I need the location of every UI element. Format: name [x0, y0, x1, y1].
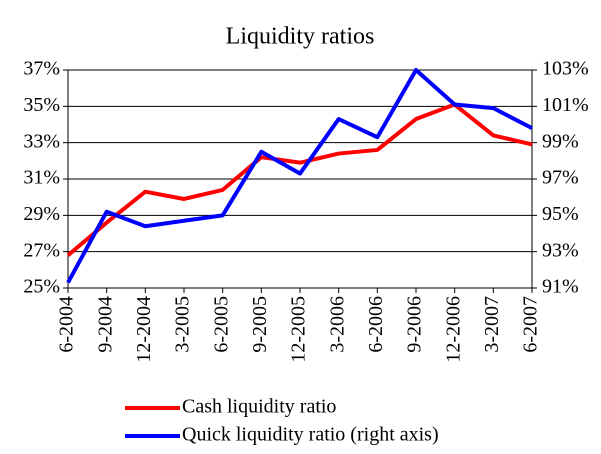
x-tick-label: 6-2007 — [520, 296, 542, 353]
x-tick-label: 3-2006 — [326, 296, 348, 353]
y-tick-label: 37% — [23, 58, 60, 80]
y-tick-label: 29% — [23, 203, 60, 225]
x-tick-label: 12-2005 — [288, 296, 310, 363]
y-tick-label: 25% — [23, 276, 60, 298]
y2-tick-label: 103% — [542, 58, 589, 80]
x-tick-label: 12-2004 — [133, 296, 155, 363]
y2-tick-label: 91% — [542, 276, 579, 298]
y2-tick-label: 97% — [542, 167, 579, 189]
y2-tick-label: 95% — [542, 203, 579, 225]
y-tick-label: 35% — [23, 94, 60, 116]
x-tick-label: 6-2005 — [210, 296, 232, 353]
legend-label: Cash liquidity ratio — [182, 396, 336, 418]
y-tick-label: 33% — [23, 130, 60, 152]
series-line — [66, 68, 533, 284]
y2-tick-label: 99% — [542, 130, 579, 152]
y2-tick-label: 93% — [542, 239, 579, 261]
series-line — [66, 102, 533, 257]
x-tick-label: 9-2004 — [94, 296, 116, 353]
x-tick-label: 6-2006 — [365, 296, 387, 353]
x-tick-label: 3-2005 — [172, 296, 194, 353]
y-tick-label: 27% — [23, 239, 60, 261]
y-tick-label: 31% — [23, 167, 60, 189]
x-tick-label: 3-2007 — [481, 296, 503, 353]
x-tick-label: 12-2006 — [442, 296, 464, 363]
legend-label: Quick liquidity ratio (right axis) — [182, 424, 439, 446]
y2-tick-label: 101% — [542, 94, 589, 116]
x-tick-label: 6-2004 — [56, 296, 78, 353]
chart-title: Liquidity ratios — [226, 24, 375, 50]
x-tick-label: 9-2005 — [249, 296, 271, 353]
x-tick-label: 9-2006 — [404, 296, 426, 353]
